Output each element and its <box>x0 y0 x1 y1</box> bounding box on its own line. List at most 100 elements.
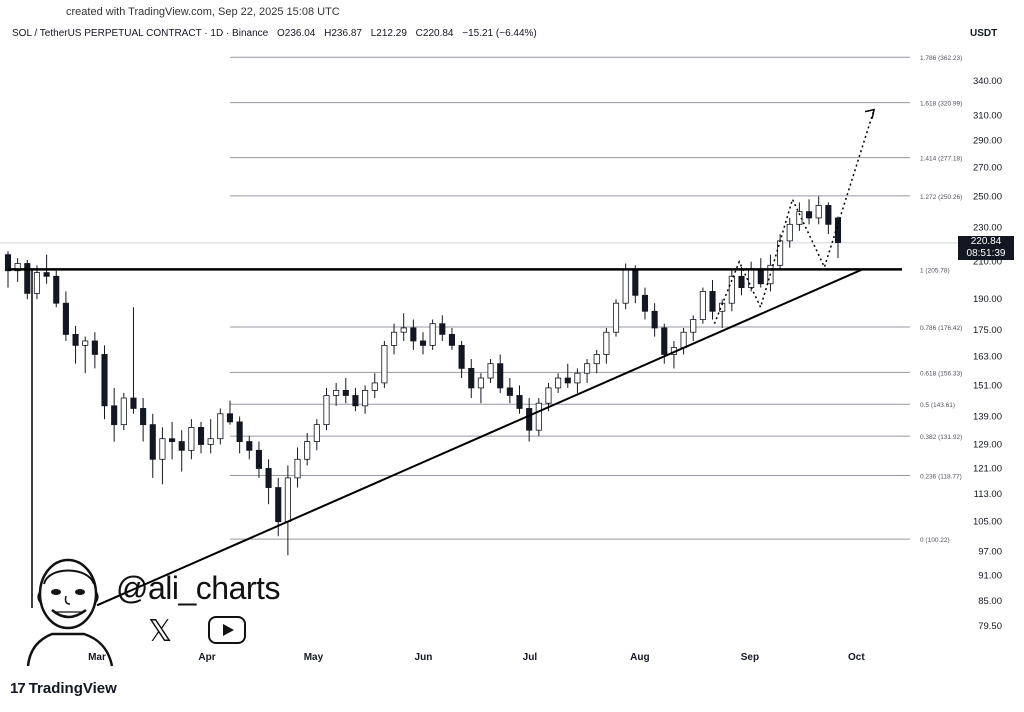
candle <box>82 336 89 374</box>
y-tick-label: 129.00 <box>973 439 1002 450</box>
candle-body-down <box>352 395 359 407</box>
candle <box>226 400 234 425</box>
time-axis[interactable]: Mar Apr May Jun Jul Aug Sep Oct <box>88 652 865 663</box>
candle <box>497 354 504 393</box>
candle-body-down <box>275 487 282 523</box>
candle <box>120 392 127 431</box>
tradingview-brand[interactable]: 17 TradingView <box>10 680 117 697</box>
y-tick-label: 340.00 <box>973 76 1002 87</box>
candle-body-down <box>178 441 185 451</box>
fib-label: 1.272 (250.26) <box>920 194 962 201</box>
candle <box>670 340 677 369</box>
candle <box>555 373 562 393</box>
candlestick-series <box>4 196 842 556</box>
fib-label: 0.618 (156.33) <box>920 370 962 377</box>
candle <box>352 387 359 412</box>
candle <box>246 435 253 460</box>
candle-body-up <box>323 395 330 426</box>
candle-body-up <box>33 272 41 294</box>
candle <box>178 430 185 472</box>
ohlc-change: −15.21 (−6.44%) <box>462 28 537 39</box>
candle-body-up <box>622 268 629 304</box>
candle-body-up <box>400 327 407 333</box>
candle-body-up <box>574 372 581 384</box>
candle-body-down <box>448 333 456 346</box>
candle <box>574 368 581 393</box>
x-tick-label: Oct <box>848 652 865 663</box>
candle <box>690 315 697 341</box>
candle-body-down <box>834 217 842 243</box>
candle <box>169 421 176 460</box>
symbol-name[interactable]: SOL / TetherUS PERPETUAL CONTRACT · 1D ·… <box>12 28 269 39</box>
candle-body-up <box>584 363 591 374</box>
candle-body-down <box>564 377 571 384</box>
candle-body-down <box>72 333 79 346</box>
price-scale-currency[interactable]: USDT <box>970 28 998 39</box>
candle-body-up <box>381 344 388 384</box>
candle-body-up <box>777 240 784 266</box>
candle-body-down <box>4 254 12 272</box>
candle-body-down <box>661 327 668 355</box>
candle-body-up <box>188 427 195 451</box>
y-tick-label: 270.00 <box>973 162 1002 173</box>
candle-body-down <box>757 268 764 285</box>
candle-body-down <box>506 387 513 396</box>
candle-body-up <box>294 458 301 479</box>
candle-body-up <box>120 397 127 426</box>
candle <box>805 199 813 225</box>
candle-body-down <box>526 408 533 431</box>
candle <box>612 299 620 337</box>
x-tick-label: Sep <box>741 652 759 663</box>
y-tick-label: 105.00 <box>973 517 1002 528</box>
y-tick-label: 175.00 <box>973 325 1002 336</box>
candle <box>506 378 513 404</box>
candle <box>410 319 417 350</box>
support-trendline <box>96 268 864 607</box>
candle-body-up <box>728 275 735 304</box>
fib-label: 0.5 (143.61) <box>920 402 955 409</box>
candle-body-up <box>786 223 793 242</box>
candle-body-down <box>53 275 60 304</box>
candle-body-down <box>130 397 137 409</box>
candle-body-up <box>313 424 320 442</box>
candle <box>362 385 369 414</box>
candle-body-down <box>101 354 108 407</box>
candle <box>284 465 291 556</box>
candle <box>825 202 832 235</box>
candle <box>419 332 427 355</box>
candle <box>294 447 301 488</box>
candle-body-up <box>333 390 340 396</box>
candle-body-up <box>362 390 369 407</box>
candle-body-up <box>477 377 484 389</box>
candle <box>564 363 571 388</box>
y-tick-label: 85.00 <box>978 596 1002 607</box>
candle-body-up <box>284 477 291 523</box>
candle <box>255 441 262 478</box>
projection-arrowhead <box>864 108 876 119</box>
candle <box>748 261 755 292</box>
fib-label: 0.786 (176.42) <box>920 325 962 332</box>
candle-body-down <box>342 390 349 396</box>
candle-body-down <box>149 424 156 460</box>
candle-body-up <box>545 387 552 404</box>
candle-body-down <box>226 413 234 423</box>
author-avatar <box>26 558 114 667</box>
candle <box>236 416 243 454</box>
y-tick-label: 230.00 <box>973 223 1002 234</box>
candle-body-down <box>516 395 523 409</box>
symbol-legend[interactable]: SOL / TetherUS PERPETUAL CONTRACT · 1D ·… <box>12 28 543 39</box>
candle-body-down <box>111 405 118 426</box>
candle-body-down <box>632 268 639 296</box>
candle-body-down <box>91 340 98 355</box>
author-handle: @ali_charts <box>116 570 280 606</box>
candle <box>188 419 195 460</box>
created-note: created with TradingView.com, Sep 22, 20… <box>66 6 340 18</box>
x-tick-label: Mar <box>88 652 106 663</box>
x-tick-label: Aug <box>630 652 649 663</box>
candle-body-down <box>651 310 658 329</box>
price-axis[interactable]: 340.00 310.00 290.00 270.00 250.00 230.00 210.… <box>0 76 1002 632</box>
candle <box>458 340 465 379</box>
candle-body-up <box>699 291 706 320</box>
tradingview-logo-icon: 17 <box>10 680 26 697</box>
